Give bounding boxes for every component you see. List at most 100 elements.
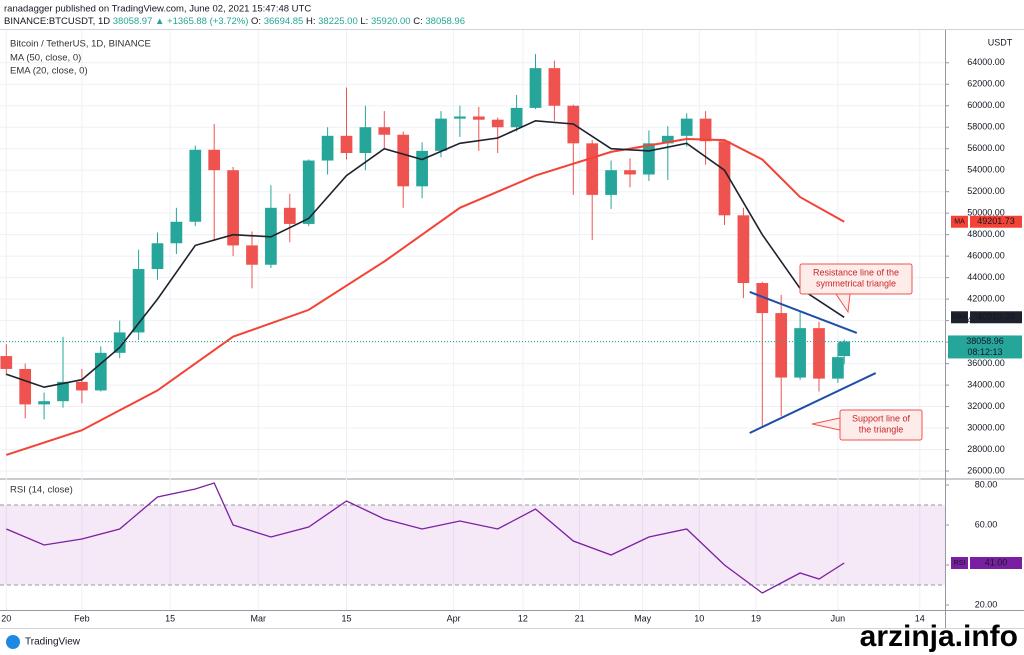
chart-title: Bitcoin / TetherUS, 1D, BINANCE [10,39,151,50]
candle-body [397,134,410,187]
candle-body [113,332,126,353]
y-tick-label: 60000.00 [967,100,1005,110]
callout-tail [835,293,851,314]
legend-entry: MA (50, close, 0) [10,53,81,64]
price-tag-countdown: 08:12:13 [967,347,1002,357]
candle-body [794,328,806,378]
x-tick-label: 15 [341,613,351,623]
y-tick-label: 26000.00 [967,465,1005,475]
tag-name: MA [954,219,965,226]
candle-body [718,141,731,216]
candle-body [838,341,851,357]
candle-body [132,269,145,333]
y-tick-label: 42000.00 [967,293,1005,303]
tag-value: 49201.73 [977,216,1015,226]
candle-body [283,207,296,224]
candle-body [680,118,693,136]
legend-entry: EMA (20, close, 0) [10,66,88,77]
candle-body [586,143,599,195]
tag-box [951,215,968,228]
candle-body [208,149,221,171]
x-tick-label: 10 [694,613,704,623]
candle-body [246,245,258,265]
callout-text: Resistance line of the [813,267,899,277]
header-segment: ▲ [155,16,164,27]
x-tick-label: May [634,613,652,623]
x-tick-label: 19 [751,613,761,623]
callout-text: symmetrical triangle [816,278,896,288]
price-tag-box [948,335,1022,359]
tag-box [951,311,968,324]
logo-text: TradingView [25,637,81,648]
callout-tail [811,417,841,431]
watermark: arzinja.info [860,620,1018,653]
y-tick-label: 30000.00 [967,422,1005,432]
tag-value: 40310.39 [977,312,1015,322]
y-tick-label: 34000.00 [967,379,1005,389]
x-tick-label: 14 [915,613,925,623]
candle-body [340,135,353,154]
tag-name: RSI [954,560,966,567]
candle-body [416,150,428,187]
tag-value: 41.00 [985,557,1008,567]
y-tick-label: 54000.00 [967,165,1005,175]
trendline [749,372,877,434]
candle-body [813,328,825,379]
logo-icon [6,635,20,649]
indicator-line [5,137,845,456]
x-tick-label: 20 [1,613,11,623]
y-tick-label: 52000.00 [967,186,1005,196]
candle-body [699,118,712,142]
x-tick-label: Apr [447,613,461,623]
tag-value-box [970,215,1022,228]
tradingview-logo: TradingView [6,635,81,649]
tag-value-box [970,557,1022,569]
candle-body [19,368,32,405]
candle-body [491,119,504,128]
candle-body [775,313,788,378]
candle-body [454,116,466,119]
y-tick-label: 62000.00 [967,79,1005,89]
x-tick-label: 12 [518,613,528,623]
y-unit: USDT [988,37,1013,47]
candle-body [605,170,617,195]
callout-box [799,263,913,295]
header-segment: 38058.96 [425,16,465,27]
candle-body [624,170,636,175]
candle-body [189,149,202,222]
candle-body [548,68,561,106]
candle-body [57,381,69,402]
y-tick-label: 46000.00 [967,251,1005,261]
x-tick-label: Mar [251,613,267,623]
indicator-line [6,119,845,389]
y-tick-label: 36000.00 [967,358,1005,368]
y-tick-label: 44000.00 [967,272,1005,282]
tag-name: EMA [952,314,968,321]
candle-body [0,356,13,369]
price-tag-value: 38058.96 [966,336,1004,346]
rsi-title: RSI (14, close) [10,485,73,496]
y-tick-label: 50000.00 [967,208,1005,218]
candle-body [832,357,844,379]
candle-body [321,135,334,161]
candle-body [472,116,485,120]
tag-value-box [970,311,1022,324]
candle-body [661,135,674,144]
candle-body [737,215,750,284]
candle-body [170,221,183,244]
symbol-line: BINANCE:BTCUSDT, 1D 38058.97 ▲ +1365.88 … [4,16,465,27]
candle-body [227,170,239,246]
rsi-line [6,482,845,594]
x-tick-label: 21 [575,613,585,623]
header-segment: O: [251,16,261,27]
x-tick-label: Feb [74,613,90,623]
candle-body [435,118,447,151]
callout-box [839,409,923,441]
x-tick-label: Jun [831,613,846,623]
y-tick-label: 20.00 [975,599,998,609]
candle-body [38,401,50,405]
candle-body [378,127,391,135]
y-tick-label: 56000.00 [967,143,1005,153]
candle-body [756,283,769,314]
